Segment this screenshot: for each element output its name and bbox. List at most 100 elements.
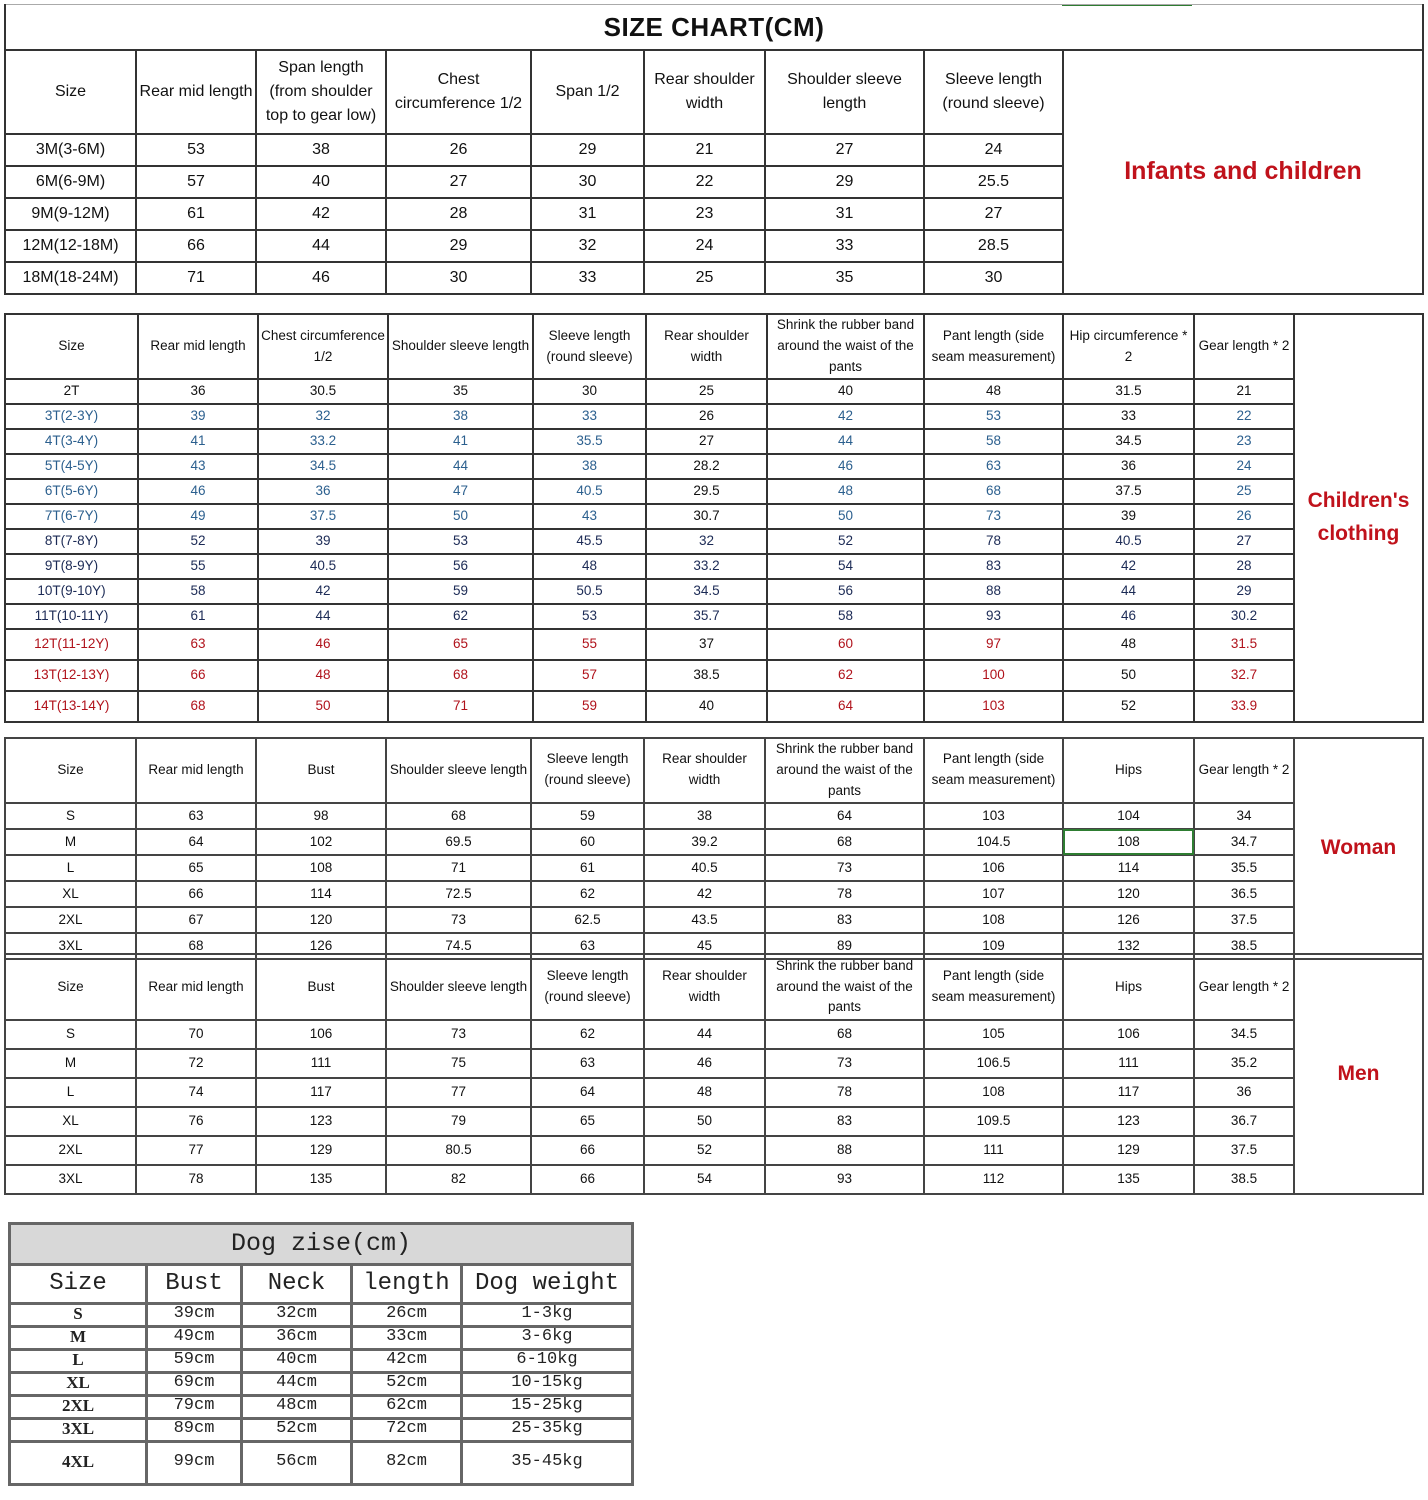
value-cell: 36.7: [1193, 1106, 1295, 1137]
value-cell: 73: [923, 503, 1064, 530]
value-cell: 6-10kg: [460, 1347, 634, 1374]
value-cell: 31.5: [1193, 628, 1295, 661]
value-cell: 117: [255, 1077, 387, 1108]
value-cell: 68: [764, 827, 925, 856]
value-cell: 30.7: [645, 503, 768, 530]
value-cell: 68: [137, 690, 259, 723]
table-row: 3T(2-3Y) 39 32 38 33 26 42 53 33 22: [4, 403, 1423, 430]
value-cell: 61: [135, 197, 257, 231]
table-row: 12T(11-12Y) 63 46 65 55 37 60 97 48 31.5: [4, 628, 1423, 661]
table-row: S 63 98 68 59 38 64 103 104 34: [4, 801, 1423, 830]
size-cell: M: [4, 827, 137, 856]
value-cell: 78: [923, 528, 1064, 555]
value-cell: 50: [387, 503, 534, 530]
value-cell: 97: [923, 628, 1064, 661]
value-cell: 48: [1062, 628, 1195, 661]
table-row: 2XL 77 129 80.5 66 52 88 111 129 37.5: [4, 1135, 1423, 1166]
value-cell: 67: [135, 905, 257, 934]
value-cell: 44: [1062, 578, 1195, 605]
value-cell: 44: [255, 229, 387, 263]
value-cell: 44: [257, 603, 389, 630]
value-cell: 49cm: [145, 1324, 243, 1351]
column-header: Shrink the rubber band around the waist …: [764, 737, 925, 804]
value-cell: 40cm: [240, 1347, 353, 1374]
value-cell: 29.5: [645, 478, 768, 505]
table-row: 4T(3-4Y) 41 33.2 41 35.5 27 44 58 34.5 23: [4, 428, 1423, 455]
value-cell: 53: [387, 528, 534, 555]
value-cell: 71: [385, 853, 532, 882]
value-cell: 88: [923, 578, 1064, 605]
section-label: Infants and children: [1062, 49, 1424, 295]
value-cell: 104: [1062, 801, 1195, 830]
column-header: Shoulder sleeve length: [387, 313, 534, 380]
value-cell: 31.5: [1062, 378, 1195, 405]
column-header: Shoulder sleeve length: [385, 953, 532, 1021]
value-cell: 64: [135, 827, 257, 856]
column-header: Sleeve length (round sleeve): [532, 313, 647, 380]
value-cell: 48: [532, 553, 647, 580]
value-cell: 107: [923, 879, 1064, 908]
value-cell: 75: [385, 1048, 532, 1079]
size-cell: 12T(11-12Y): [4, 628, 139, 661]
column-header: Hips: [1062, 953, 1195, 1021]
value-cell: 36: [1062, 453, 1195, 480]
value-cell: 108: [255, 853, 387, 882]
value-cell: 33cm: [350, 1324, 463, 1351]
value-cell: 103: [923, 690, 1064, 723]
value-cell: 43: [532, 503, 647, 530]
size-cell: 9T(8-9Y): [4, 553, 139, 580]
value-cell: 73: [385, 905, 532, 934]
value-cell: 70: [135, 1019, 257, 1050]
value-cell: 57: [532, 659, 647, 692]
column-header: Sleeve length (round sleeve): [530, 953, 645, 1021]
value-cell: 36.5: [1193, 879, 1295, 908]
value-cell: 46: [137, 478, 259, 505]
value-cell: 33: [530, 261, 645, 295]
value-cell: 39cm: [145, 1301, 243, 1328]
value-cell: 35.5: [532, 428, 647, 455]
value-cell: 100: [923, 659, 1064, 692]
value-cell: 30: [923, 261, 1064, 295]
size-cell: 5T(4-5Y): [4, 453, 139, 480]
value-cell: 48: [643, 1077, 766, 1108]
table-row: 13T(12-13Y) 66 48 68 57 38.5 62 100 50 32.7: [4, 659, 1423, 692]
value-cell: 28.2: [645, 453, 768, 480]
value-cell: 25.5: [923, 165, 1064, 199]
column-header: Neck: [240, 1262, 353, 1305]
value-cell: 52: [766, 528, 925, 555]
value-cell: 44cm: [240, 1370, 353, 1397]
size-cell: 3XL: [8, 1416, 148, 1443]
table-row: 9M(9-12M) 61 42 28 31 23 31 27: [4, 197, 1423, 231]
value-cell: 89cm: [145, 1416, 243, 1443]
size-cell: 3M(3-6M): [4, 133, 137, 167]
value-cell: 73: [764, 853, 925, 882]
value-cell: 83: [764, 905, 925, 934]
value-cell: 102: [255, 827, 387, 856]
value-cell: 46: [766, 453, 925, 480]
value-cell: 3-6kg: [460, 1324, 634, 1351]
value-cell: 27: [923, 197, 1064, 231]
value-cell: 34.5: [645, 578, 768, 605]
value-cell: 62cm: [350, 1393, 463, 1420]
value-cell: 40: [255, 165, 387, 199]
value-cell: 68: [387, 659, 534, 692]
size-cell: L: [8, 1347, 148, 1374]
table-row: 3XL 78 135 82 66 54 93 112 135 38.5: [4, 1164, 1423, 1195]
value-cell: 112: [923, 1164, 1064, 1195]
dog-table-title: Dog zise(cm): [8, 1222, 634, 1266]
value-cell: 106.5: [923, 1048, 1064, 1079]
value-cell: 66: [135, 879, 257, 908]
value-cell: 57: [135, 165, 257, 199]
value-cell: 59cm: [145, 1347, 243, 1374]
value-cell: 40.5: [257, 553, 389, 580]
value-cell: 41: [387, 428, 534, 455]
column-header: Chest circumference 1/2: [257, 313, 389, 380]
value-cell: 25: [1193, 478, 1295, 505]
value-cell: 111: [923, 1135, 1064, 1166]
size-cell: 3T(2-3Y): [4, 403, 139, 430]
value-cell: 73: [764, 1048, 925, 1079]
size-cell: 4T(3-4Y): [4, 428, 139, 455]
size-cell: 8T(7-8Y): [4, 528, 139, 555]
value-cell: 28: [385, 197, 532, 231]
column-header: Bust: [255, 953, 387, 1021]
